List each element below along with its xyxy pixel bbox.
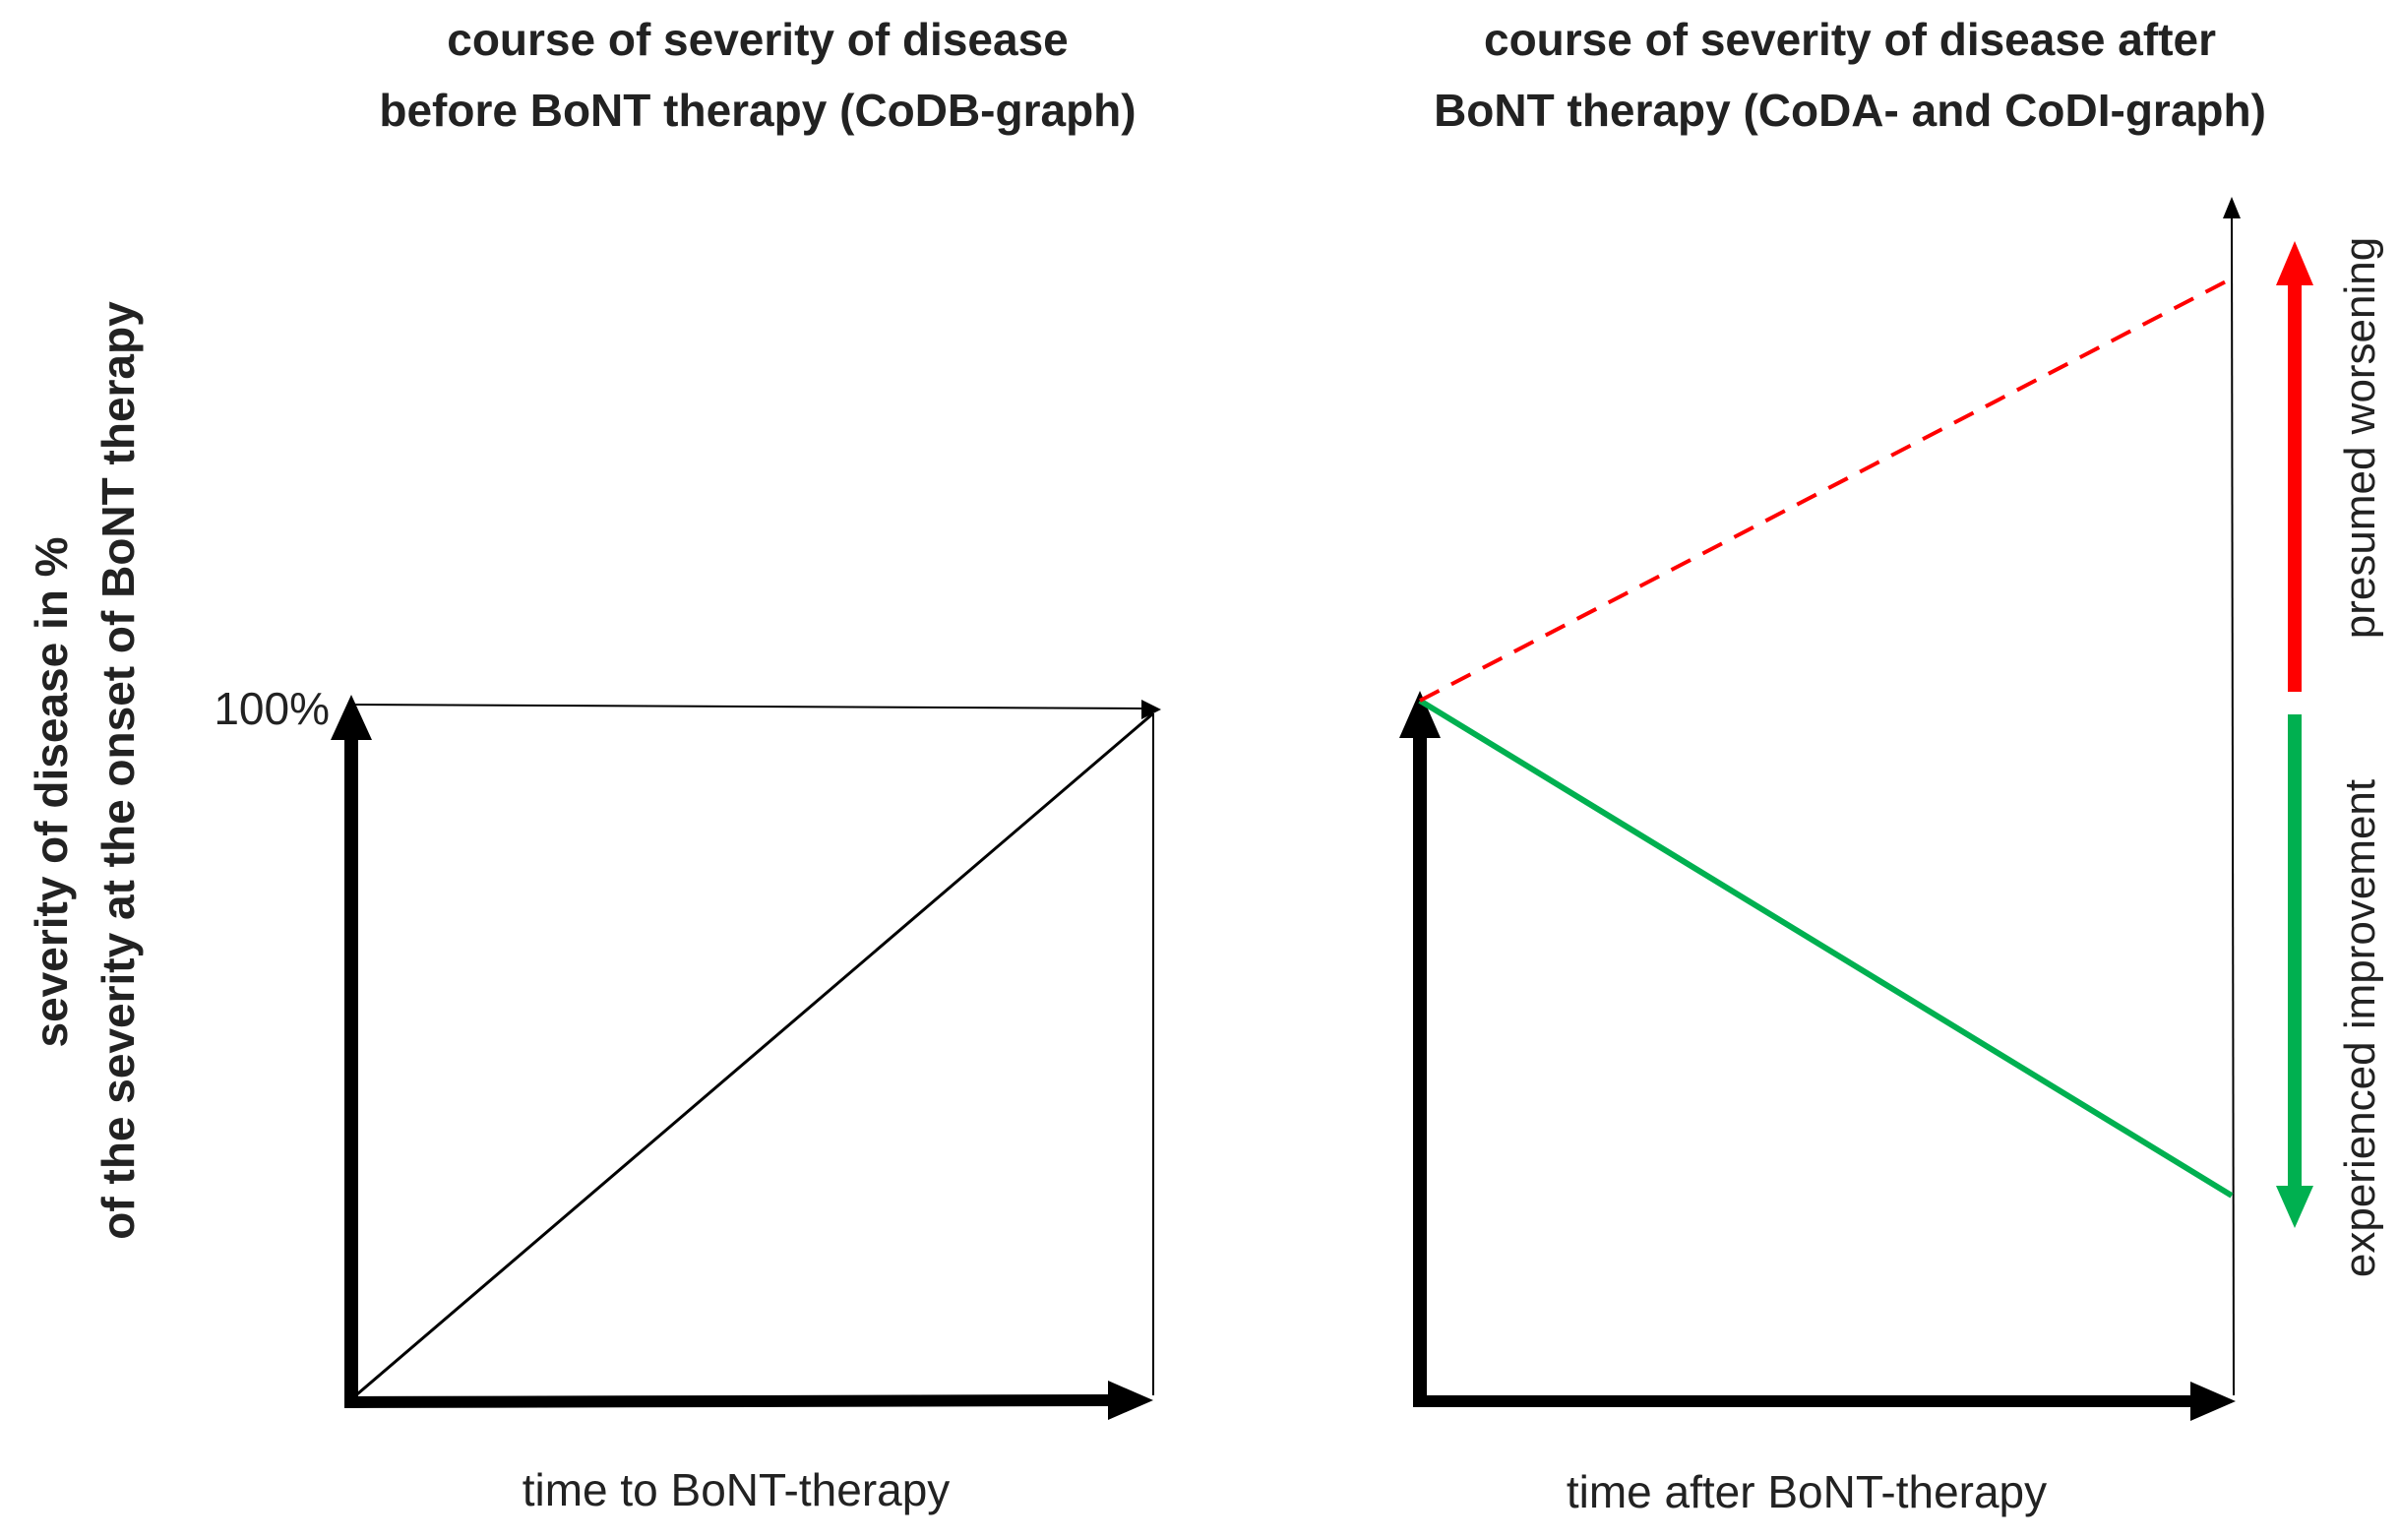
worsening-label: presumed worsening xyxy=(2336,237,2384,639)
tick-100-label: 100% xyxy=(214,683,330,734)
left-title-line1: course of severity of disease xyxy=(447,14,1069,65)
worsening-arrowhead xyxy=(2276,241,2313,285)
right-title-line2: BoNT therapy (CoDA- and CoDI-graph) xyxy=(1434,85,2266,136)
right-vertical-line-arrowhead xyxy=(2223,197,2241,218)
left-x-axis xyxy=(343,1394,1118,1408)
right-y-axis-arrowhead xyxy=(1399,691,1441,738)
right-vertical-line xyxy=(2231,217,2235,1396)
improvement-arrowhead xyxy=(2276,1186,2313,1228)
left-x-axis-label: time to BoNT-therapy xyxy=(523,1464,951,1515)
y-axis-label-line2: of the severity at the onset of BoNT the… xyxy=(92,301,144,1240)
right-x-axis-arrowhead xyxy=(2190,1382,2236,1421)
left-top-line xyxy=(350,704,1142,709)
improvement-course-line xyxy=(1418,698,2234,1199)
right-title-line1: course of severity of disease after xyxy=(1484,14,2216,65)
left-top-line-arrowhead xyxy=(1141,700,1161,719)
right-x-axis-label: time after BoNT-therapy xyxy=(1567,1466,2047,1517)
worsening-course-line xyxy=(1419,277,2233,703)
y-axis-label-line1: severity of disease in % xyxy=(26,536,77,1047)
left-diagonal-course xyxy=(350,711,1154,1401)
left-x-axis-arrowhead xyxy=(1108,1381,1153,1420)
left-y-axis-arrowhead xyxy=(331,695,372,740)
left-title-line2: before BoNT therapy (CoDB-graph) xyxy=(379,85,1136,136)
improvement-label: experienced improvement xyxy=(2336,779,2384,1277)
